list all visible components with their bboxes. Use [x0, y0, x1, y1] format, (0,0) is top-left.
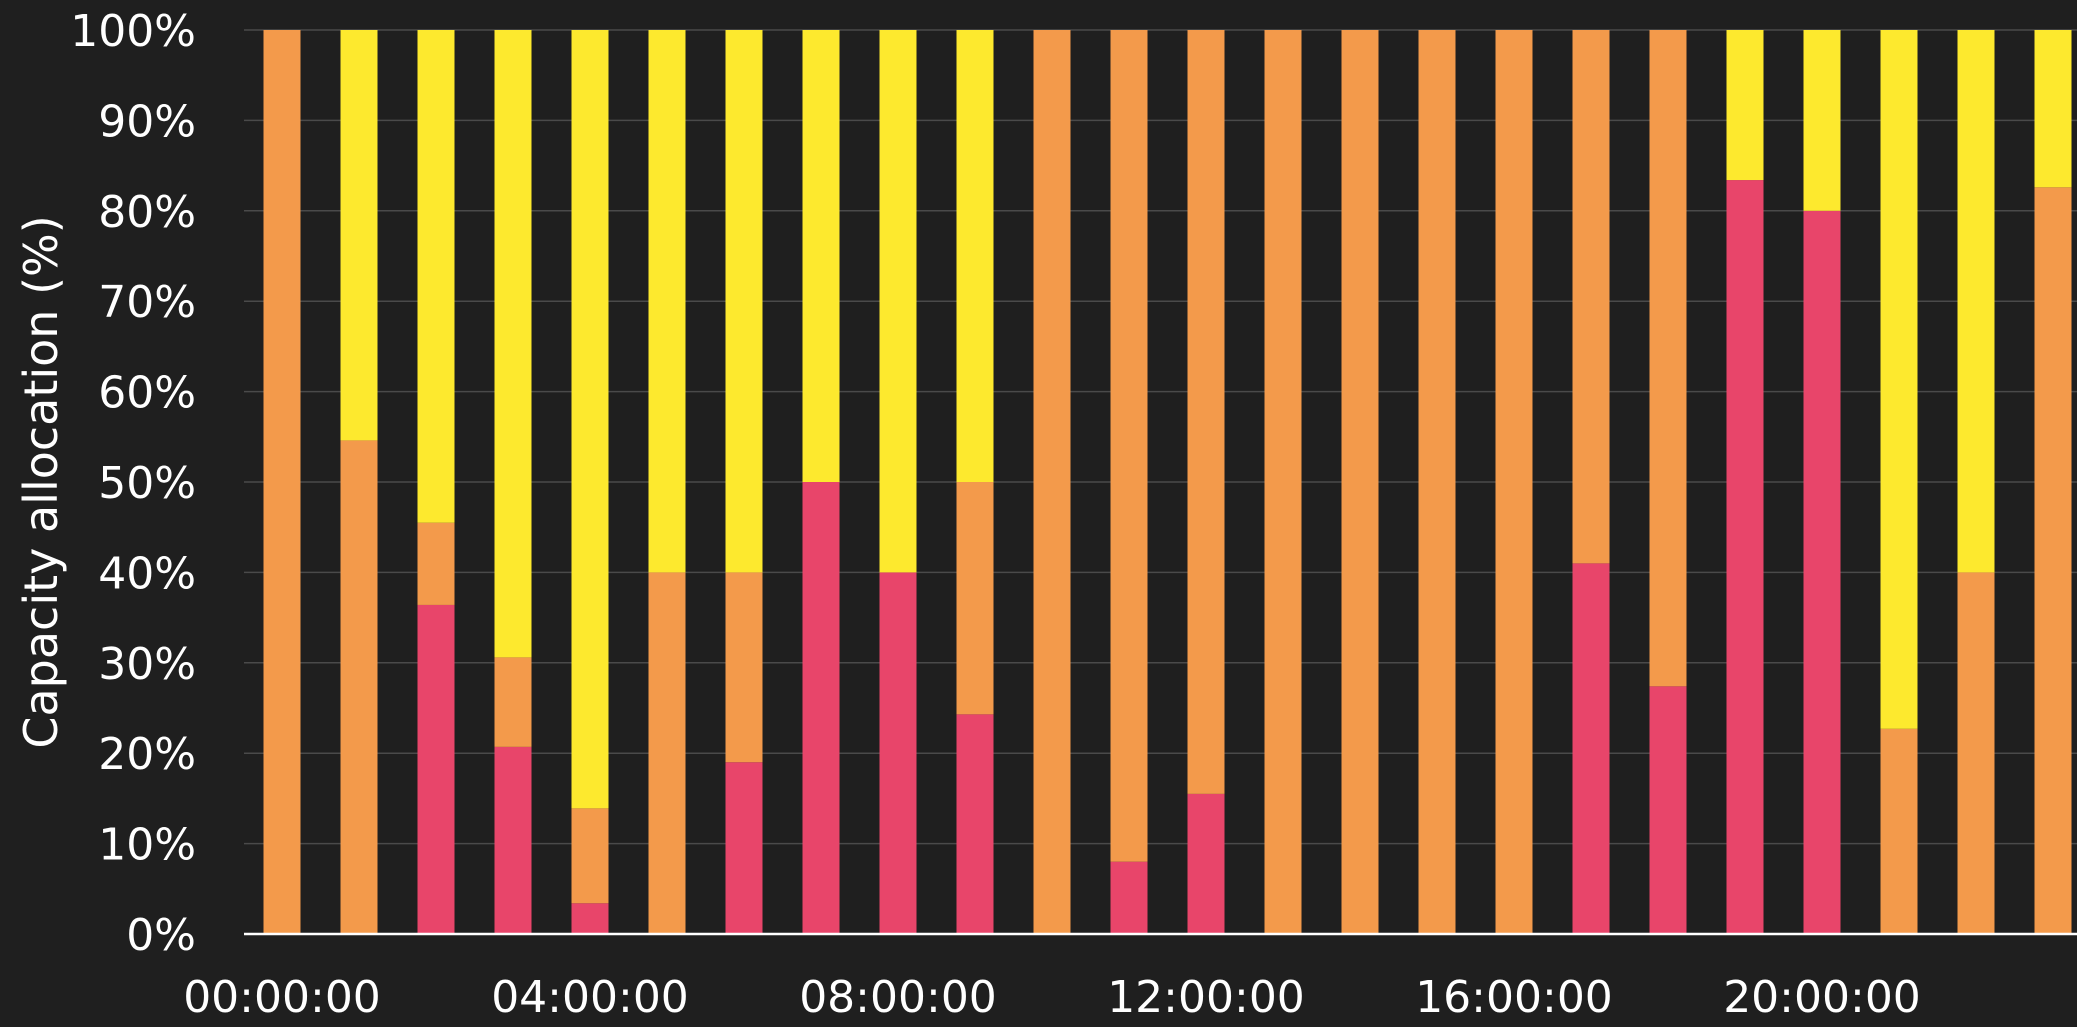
y-tick-label: 90% — [98, 96, 196, 147]
bar-segment — [1880, 30, 1918, 729]
y-tick-label: 80% — [98, 187, 196, 238]
bar-segment — [494, 657, 532, 747]
bar-segment — [956, 714, 994, 934]
bar-segment — [571, 30, 609, 809]
axes: 0% 10% 20% 30% 40% 50% 60% 70% 80% 90% 100% 00:00:0… — [70, 6, 2077, 1023]
bar-segment — [494, 746, 532, 934]
gridlines — [244, 29, 2077, 845]
bar-segment — [956, 30, 994, 482]
bar-segment — [725, 572, 763, 763]
bar-segment — [1803, 210, 1841, 935]
y-tick-label: 40% — [98, 548, 196, 599]
bar-segment — [1572, 30, 1610, 564]
bar-segment — [648, 30, 686, 573]
bar-segment — [1572, 563, 1610, 934]
bar-segment — [725, 30, 763, 573]
bar-segment — [879, 572, 917, 934]
x-tick-label: 08:00:00 — [799, 972, 997, 1022]
bar-segment — [879, 30, 917, 573]
bar-segment — [571, 903, 609, 934]
y-tick-label: 0% — [126, 910, 196, 961]
bar-segment — [1418, 30, 1456, 934]
bar-segment — [1110, 861, 1148, 934]
bar-segment — [1341, 30, 1379, 934]
bar-segment — [417, 604, 455, 934]
y-tick-label: 60% — [98, 368, 196, 419]
y-tick-label: 50% — [98, 458, 196, 509]
bar-segment — [1033, 30, 1071, 934]
bar-segment — [1880, 728, 1918, 934]
bar-segment — [1803, 30, 1841, 211]
bar-segment — [340, 440, 378, 934]
x-tick-label: 20:00:00 — [1723, 972, 1921, 1022]
bar-segment — [340, 30, 378, 441]
bar-segment — [1957, 572, 1995, 934]
bar-segment — [1110, 30, 1148, 862]
y-axis-title: Capacity allocation (%) — [14, 215, 68, 748]
x-tick-label: 12:00:00 — [1107, 972, 1305, 1022]
x-tick-label: 04:00:00 — [491, 972, 689, 1022]
bar-segment — [1726, 180, 1764, 935]
bar-segment — [802, 482, 840, 934]
bar-segment — [802, 30, 840, 482]
bar-segment — [571, 808, 609, 904]
bar-segment — [648, 572, 686, 934]
bar-segment — [263, 30, 301, 934]
x-tick-label: 16:00:00 — [1415, 972, 1613, 1022]
bar-segment — [494, 30, 532, 658]
y-tick-label: 20% — [98, 729, 196, 780]
bar-segment — [2034, 187, 2072, 934]
bar-segment — [1495, 30, 1533, 934]
bar-segment — [1649, 30, 1687, 687]
bar-segment — [1957, 30, 1995, 573]
bar-segment — [1649, 686, 1687, 934]
y-tick-label: 30% — [98, 639, 196, 690]
y-tick-label: 100% — [70, 6, 196, 57]
y-tick-label: 10% — [98, 820, 196, 871]
bar-segment — [956, 482, 994, 715]
bar-segment — [1264, 30, 1302, 934]
bar-segment — [1187, 30, 1225, 794]
y-tick-label: 70% — [98, 277, 196, 328]
bar-segment — [2034, 30, 2072, 188]
bar-segment — [1187, 793, 1225, 934]
bar-segment — [725, 762, 763, 934]
bar-segment — [1726, 30, 1764, 181]
bar-segment — [417, 522, 455, 605]
bars — [263, 30, 2072, 935]
bar-segment — [417, 30, 455, 523]
x-tick-label: 00:00:00 — [183, 972, 381, 1022]
